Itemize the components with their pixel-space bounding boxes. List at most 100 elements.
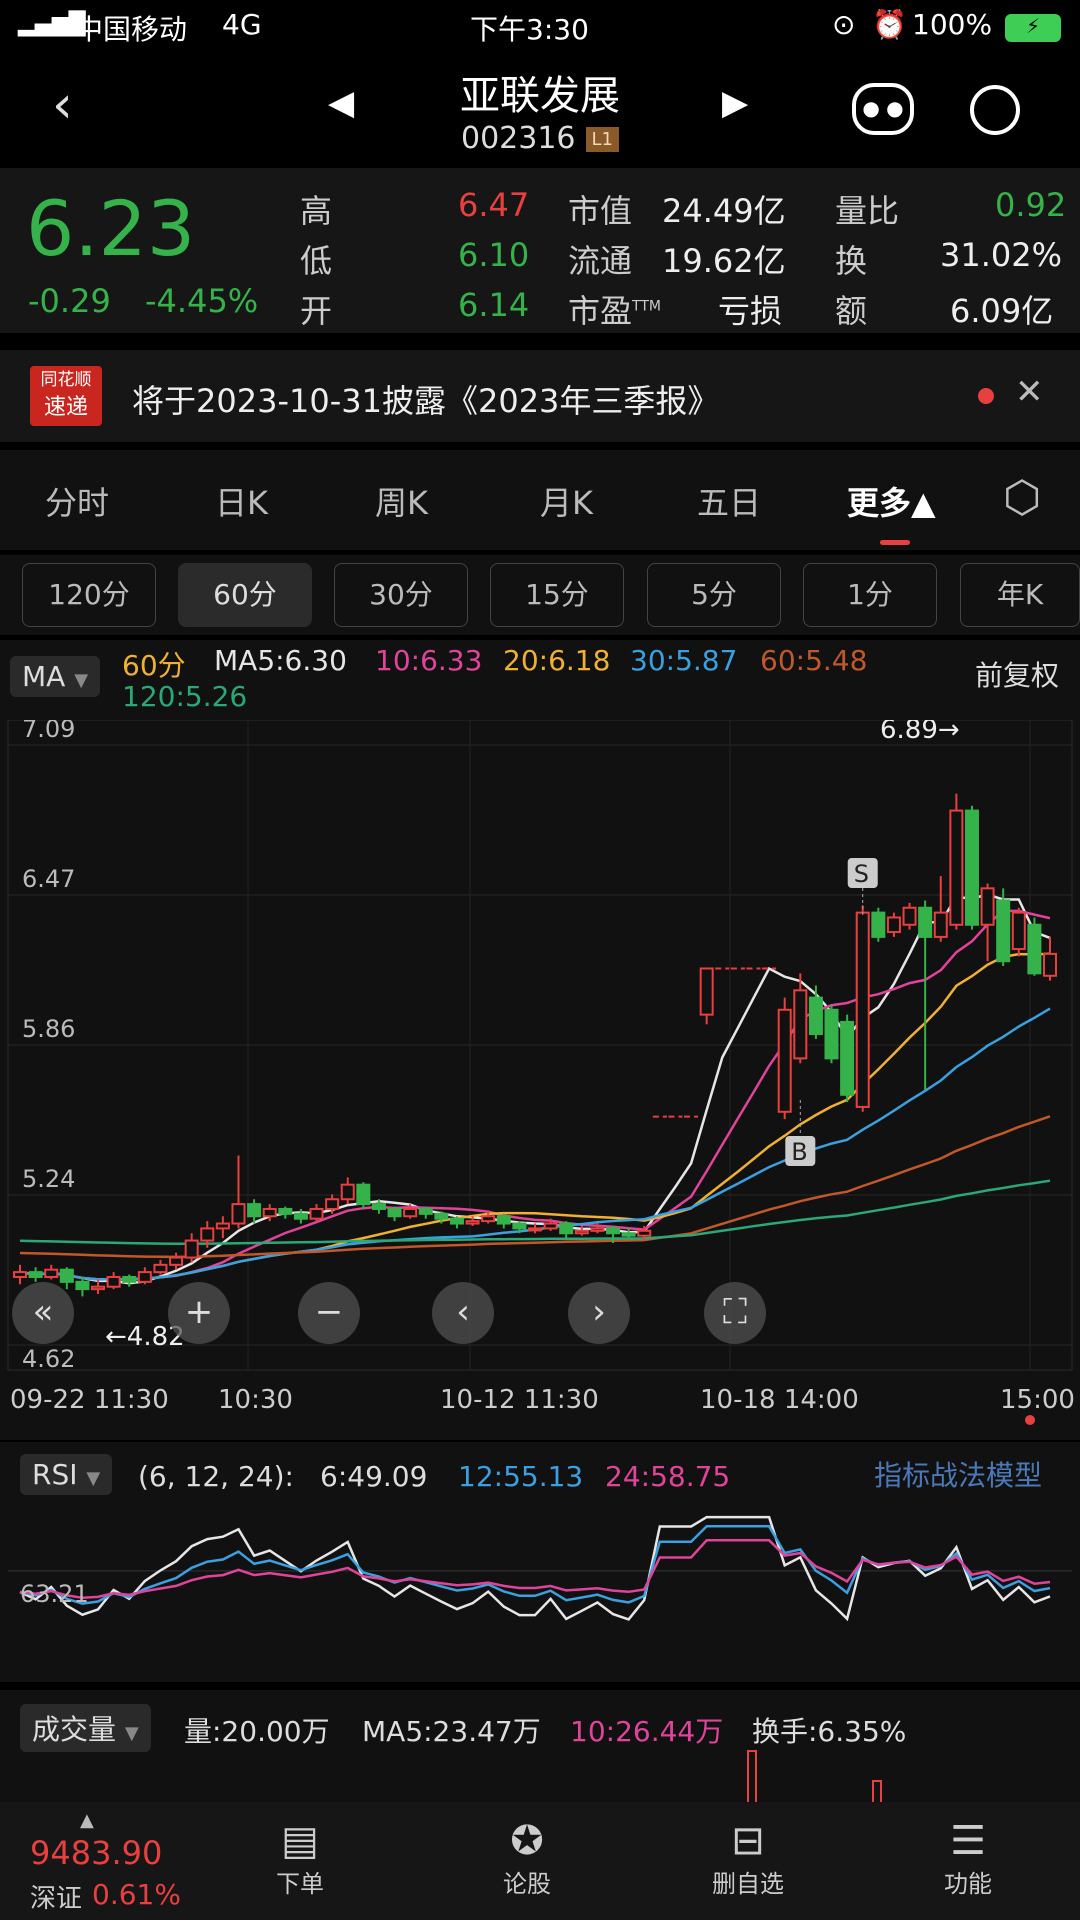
volume-ma10: 10:26.44万	[570, 1715, 724, 1748]
candle-body	[28, 1271, 43, 1278]
kline-chart[interactable]: 7.09 6.47 5.86 5.24 4.62 09-22 11:30 10:30 10-1…	[0, 715, 1080, 1440]
candle-body	[387, 1207, 402, 1218]
fullscreen-icon[interactable]: ⛶	[704, 1282, 766, 1344]
document-icon: ▤	[281, 1818, 319, 1864]
tab-five-day[interactable]: 五日	[697, 484, 762, 522]
order-button[interactable]: ▤ 下单	[240, 1818, 360, 1899]
next-stock-icon[interactable]: ▶	[722, 83, 749, 123]
ma-period: 60分	[122, 649, 186, 682]
dropdown-icon: ▼	[74, 670, 89, 691]
tab-intraday[interactable]: 分时	[45, 484, 110, 522]
active-tab-indicator	[880, 540, 910, 545]
max-price-label: 6.89→	[880, 720, 960, 745]
discuss-button[interactable]: ✪ 论股	[467, 1818, 587, 1899]
rsi24-value: 24:58.75	[605, 1460, 731, 1493]
candle-body	[278, 1207, 293, 1215]
tab-monthly[interactable]: 月K	[540, 484, 593, 522]
candle-body	[418, 1207, 433, 1215]
chevron-left-icon[interactable]: ‹	[52, 75, 73, 135]
tab-weekly[interactable]: 周K	[375, 484, 428, 522]
adjust-mode[interactable]: 前复权	[975, 659, 1060, 692]
scroll-right-icon[interactable]: ›	[568, 1282, 630, 1344]
expand-up-icon[interactable]: ▲	[80, 1810, 94, 1831]
period-120min[interactable]: 120分	[22, 563, 156, 627]
period-yearly[interactable]: 年K	[960, 563, 1080, 627]
index-change: 0.61%	[92, 1878, 181, 1911]
news-banner[interactable]: 同花顺 速递 将于2023-10-31披露《2023年三季报》 ✕	[0, 350, 1080, 442]
scroll-left-icon[interactable]: ‹	[432, 1282, 494, 1344]
turnover-rate: 换手:6.35%	[752, 1715, 907, 1748]
ma30-value: 30:5.87	[630, 644, 738, 677]
dropdown-icon: ▼	[86, 1468, 101, 1489]
period-15min[interactable]: 15分	[490, 563, 624, 627]
period-60min[interactable]: 60分	[178, 563, 312, 627]
open-value: 6.14	[458, 286, 530, 324]
zoom-out-icon[interactable]: −	[298, 1282, 360, 1344]
indicator-model-link[interactable]: 指标战法模型	[874, 1459, 1043, 1492]
search-icon[interactable]	[970, 85, 1020, 135]
rsi24-line	[19, 1539, 1051, 1600]
rsi-selector-label: RSI	[32, 1458, 78, 1491]
index-value[interactable]: 9483.90	[30, 1834, 163, 1872]
ma5-line	[19, 893, 1051, 1285]
bottom-toolbar: ▲ 9483.90 深证 0.61% ▤ 下单 ✪ 论股 ⊟ 删自选 ☰ 功能	[0, 1802, 1080, 1920]
functions-label: 功能	[944, 1870, 992, 1898]
order-label: 下单	[276, 1870, 324, 1898]
rsi12-value: 12:55.13	[458, 1460, 584, 1493]
logo-top: 同花顺	[40, 370, 92, 390]
candle-body	[184, 1239, 199, 1259]
signal-icon: ▂▄▆█	[18, 12, 86, 37]
ma60-value: 60:5.48	[760, 644, 868, 677]
candle-body	[481, 1215, 496, 1223]
period-1min[interactable]: 1分	[803, 563, 937, 627]
minus-box-icon: ⊟	[731, 1818, 765, 1864]
candle-body	[902, 906, 917, 926]
tab-more[interactable]: 更多▲	[847, 484, 936, 522]
candle-body	[871, 911, 886, 938]
y-tick-label: 7.09	[22, 720, 75, 743]
quote-panel: 6.23 -0.29 -4.45% 高 6.47 低 6.10 开 6.14 市…	[0, 168, 1080, 333]
candle-body	[606, 1227, 621, 1235]
candle-body	[590, 1227, 605, 1232]
candle-body	[449, 1217, 464, 1225]
close-icon[interactable]: ✕	[1015, 372, 1044, 412]
zoom-in-icon[interactable]: +	[168, 1282, 230, 1344]
candle-body	[808, 996, 823, 1036]
pe-label-text: 市盈	[568, 292, 633, 330]
ma-selector[interactable]: MA ▼	[10, 656, 101, 697]
candle-body	[247, 1203, 262, 1218]
tab-daily[interactable]: 日K	[215, 484, 268, 522]
period-5min[interactable]: 5分	[647, 563, 781, 627]
candle-body	[153, 1263, 168, 1274]
float-cap-label: 流通	[568, 242, 633, 280]
candle-body	[59, 1268, 74, 1283]
candle-body	[403, 1207, 418, 1218]
current-time-dot	[1025, 1415, 1035, 1425]
rsi-selector[interactable]: RSI ▼	[20, 1454, 113, 1495]
index-name: 深证	[30, 1884, 83, 1914]
settings-hexagon-icon[interactable]: ⬡	[1003, 472, 1042, 523]
period-30min[interactable]: 30分	[334, 563, 468, 627]
market-cap-label: 市值	[568, 192, 633, 230]
y-tick-label: 5.24	[22, 1165, 75, 1193]
candle-body	[496, 1215, 511, 1225]
functions-button[interactable]: ☰ 功能	[908, 1818, 1028, 1899]
candle-body	[621, 1232, 636, 1237]
volume-bar	[872, 1780, 882, 1802]
remove-watchlist-button[interactable]: ⊟ 删自选	[688, 1818, 808, 1899]
x-tick-label: 10:30	[218, 1385, 293, 1415]
volume-selector[interactable]: 成交量 ▼	[20, 1704, 151, 1752]
menu-circle-icon: ☰	[950, 1818, 986, 1864]
candle-body	[528, 1227, 542, 1232]
candle-body	[1011, 911, 1026, 951]
network: 4G	[222, 8, 262, 41]
rsi-params: (6, 12, 24):	[138, 1460, 294, 1493]
battery-percent: 100%	[912, 8, 993, 41]
candle-body	[855, 911, 870, 1108]
robot-icon[interactable]: ● ●	[852, 83, 914, 135]
candle-body	[824, 1008, 839, 1060]
candle-body	[777, 1008, 792, 1113]
rewind-icon[interactable]: «	[12, 1282, 74, 1344]
candle-body	[293, 1212, 308, 1220]
prev-stock-icon[interactable]: ◀	[328, 83, 355, 123]
